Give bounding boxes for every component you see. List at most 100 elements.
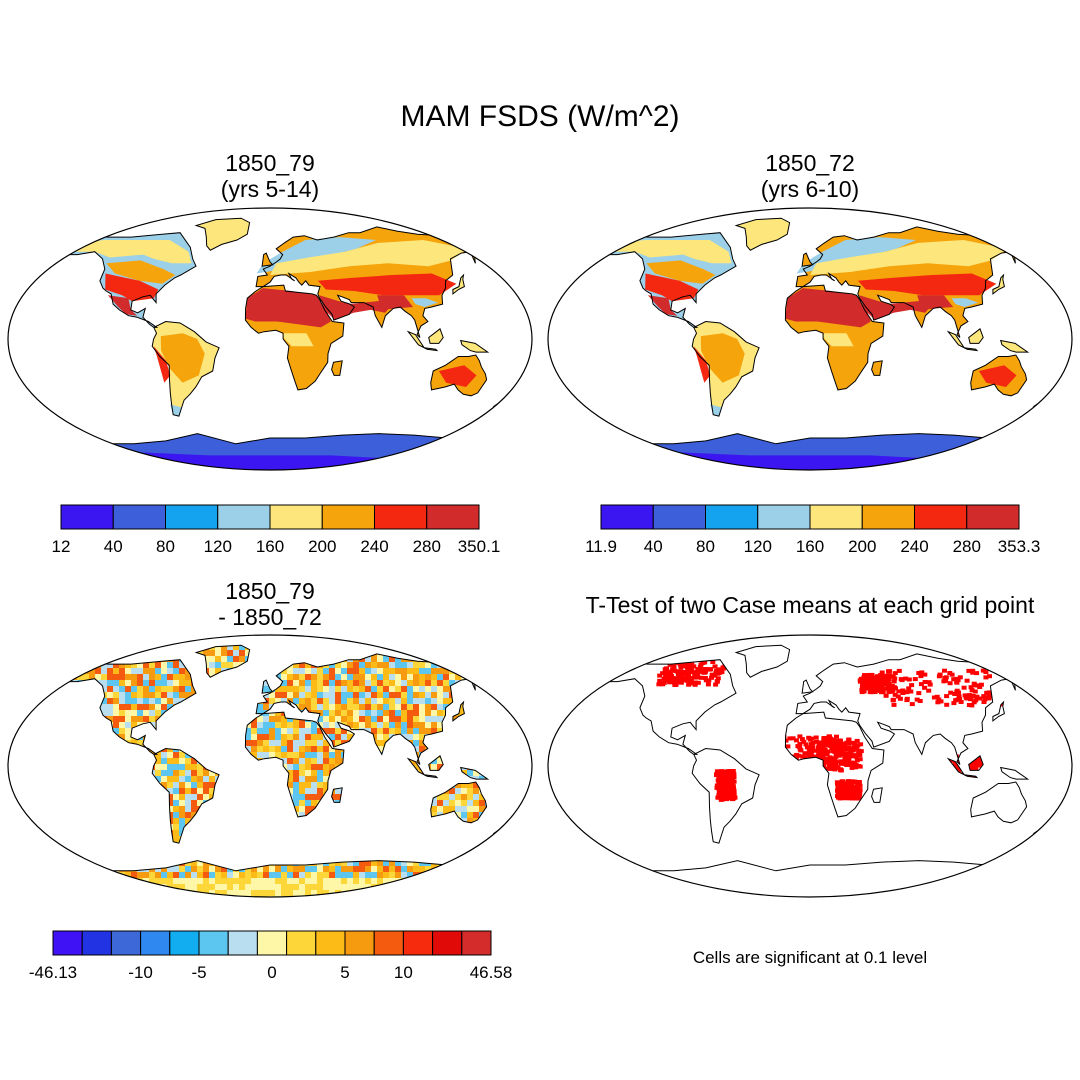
significant-cell [790, 736, 796, 741]
significant-cell [962, 693, 968, 698]
diff-cell [425, 674, 431, 680]
land-fill-region [107, 295, 138, 316]
diff-cell [503, 866, 509, 872]
diff-cell [335, 710, 341, 716]
diff-cell [407, 668, 413, 674]
diff-cell [527, 806, 533, 812]
diff-cell [413, 662, 419, 668]
diff-cell [359, 866, 365, 872]
diff-cell [263, 752, 269, 758]
land-fill-region [700, 333, 745, 383]
significant-cell [844, 747, 850, 752]
diff-cell [53, 638, 59, 644]
significant-cell [867, 682, 873, 687]
diff-cell [383, 656, 389, 662]
diff-cell [461, 788, 467, 794]
diff-cell [323, 890, 329, 896]
diff-cell [5, 890, 11, 896]
diff-cell [41, 680, 47, 686]
diff-cell [407, 662, 413, 668]
diff-cell [329, 866, 335, 872]
diff-cell [359, 692, 365, 698]
diff-cell [527, 692, 533, 698]
diff-cell [503, 680, 509, 686]
diff-cell [107, 674, 113, 680]
diff-cell [479, 800, 485, 806]
diff-cell [431, 656, 437, 662]
diff-cell [395, 698, 401, 704]
coastline-japan [452, 700, 465, 722]
diff-cell [197, 872, 203, 878]
diff-cell [71, 860, 77, 866]
diff-cell [281, 758, 287, 764]
diff-cell [203, 884, 209, 890]
diff-cell [515, 632, 521, 638]
diff-cell [461, 890, 467, 896]
diff-cell [185, 686, 191, 692]
diff-cell [50, 842, 53, 848]
diff-cell [347, 674, 353, 680]
diff-cell [461, 866, 467, 872]
diff-cell [29, 842, 35, 848]
coastline-africa [244, 284, 345, 391]
diff-cell [305, 752, 311, 758]
diff-cell [131, 686, 137, 692]
diff-cell [377, 896, 383, 897]
diff-cell [11, 818, 17, 824]
significant-cell [663, 673, 669, 678]
diff-cell [215, 890, 221, 896]
significant-cell [886, 669, 891, 674]
diff-cell [5, 830, 11, 836]
diff-cell [5, 860, 11, 866]
diff-cell [17, 818, 23, 824]
diff-cell [335, 632, 341, 638]
diff-cell [335, 758, 341, 764]
diff-cell [293, 728, 299, 734]
diff-cell [197, 782, 203, 788]
significant-cell [983, 670, 989, 675]
diff-cell [29, 644, 35, 650]
diff-cell [461, 812, 467, 818]
diff-cell [71, 884, 77, 890]
diff-cell [65, 662, 71, 668]
diff-cell [317, 764, 323, 770]
diff-cell [29, 650, 35, 656]
diff-cell [329, 710, 335, 716]
diff-cell [335, 734, 341, 740]
diff-cell [377, 734, 383, 740]
coastline-greenland [194, 644, 251, 678]
significant-cell [857, 753, 863, 757]
land-fill-region [452, 275, 465, 294]
diff-cell [413, 692, 419, 698]
diff-cell [437, 890, 443, 896]
diff-cell [101, 632, 107, 638]
diff-cell [5, 686, 11, 692]
diff-cell [323, 674, 329, 680]
diff-cell [449, 794, 455, 800]
diff-cell [335, 860, 341, 866]
diff-cell [53, 872, 59, 878]
diff-cell [431, 764, 437, 770]
diff-cell [443, 674, 449, 680]
significant-cell [692, 682, 698, 687]
diff-cell [467, 782, 473, 788]
diff-cell [50, 686, 53, 692]
diff-cell [383, 680, 389, 686]
diff-cell [23, 872, 29, 878]
diff-cell [50, 884, 53, 890]
diff-cell [431, 668, 437, 674]
diff-cell [107, 878, 113, 884]
diff-cell [113, 692, 119, 698]
diff-cell [509, 872, 515, 878]
diff-cell [125, 722, 131, 728]
diff-cell [5, 722, 11, 728]
land-fill-region [160, 333, 205, 383]
coastline-africa [784, 284, 885, 391]
diff-cell [533, 644, 535, 650]
diff-cell [89, 656, 95, 662]
diff-cell [419, 662, 425, 668]
diff-cell [59, 854, 65, 860]
diff-cell [485, 884, 491, 890]
panel-title-case1: 1850_79 (yrs 5-14) [170, 150, 370, 202]
diff-cell [179, 824, 185, 830]
